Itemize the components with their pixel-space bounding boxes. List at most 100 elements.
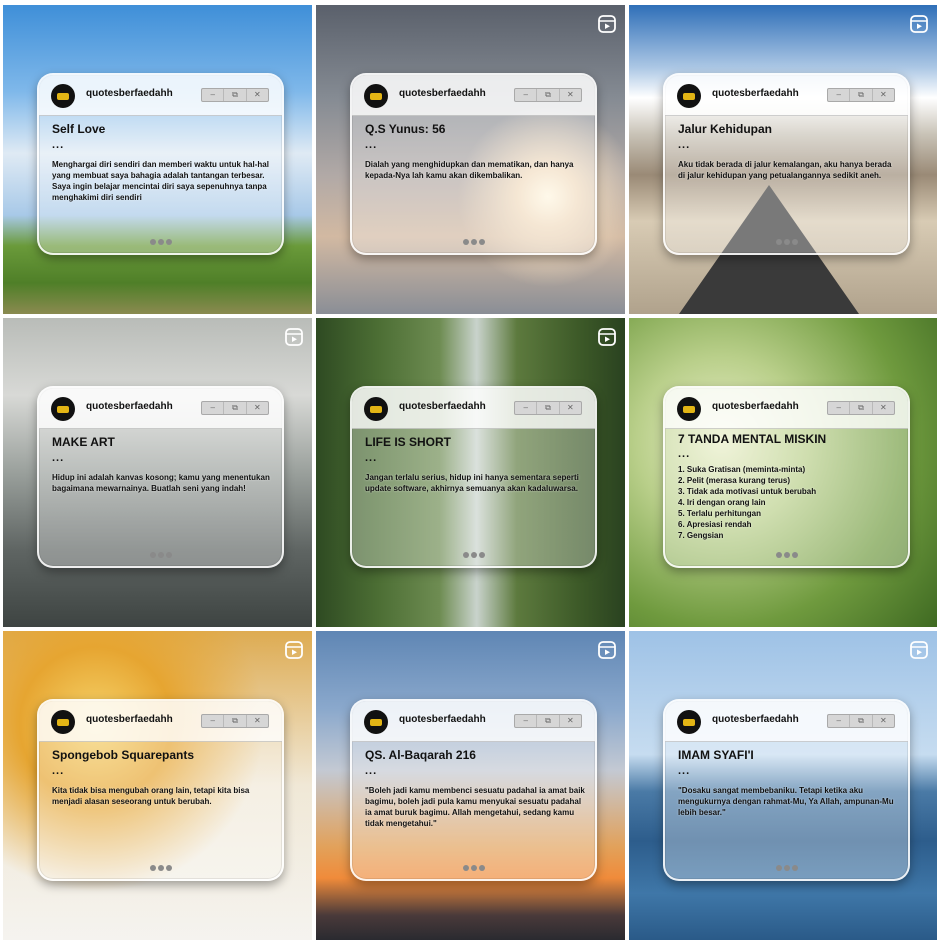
pagination-dots bbox=[665, 865, 908, 873]
restore-icon: ⧉ bbox=[537, 402, 560, 414]
window-controls: – ⧉ ✕ bbox=[514, 401, 582, 415]
quote-line: 7. Gengsian bbox=[678, 531, 724, 540]
post-tile[interactable]: quotesberfaedahh – ⧉ ✕ QS. Al-Baqarah 21… bbox=[316, 631, 625, 940]
username[interactable]: quotesberfaedahh bbox=[86, 714, 173, 725]
profile-avatar[interactable] bbox=[364, 397, 388, 421]
reel-icon bbox=[910, 15, 928, 33]
pagination-dots bbox=[352, 552, 595, 560]
pagination-dots bbox=[665, 552, 908, 560]
close-icon: ✕ bbox=[566, 90, 574, 99]
window-header: quotesberfaedahh – ⧉ ✕ bbox=[352, 75, 595, 116]
window-controls: – ⧉ ✕ bbox=[827, 401, 895, 415]
username[interactable]: quotesberfaedahh bbox=[86, 401, 173, 412]
quote-line: 6. Apresiasi rendah bbox=[678, 520, 752, 529]
quote-window: quotesberfaedahh – ⧉ ✕ LIFE IS SHORT ...… bbox=[350, 386, 597, 568]
post-tile[interactable]: quotesberfaedahh – ⧉ ✕ Spongebob Squarep… bbox=[3, 631, 312, 940]
ellipsis: ... bbox=[678, 448, 691, 460]
minimize-icon: – bbox=[515, 402, 538, 414]
quote-title: 7 TANDA MENTAL MISKIN bbox=[678, 432, 827, 446]
autumn-leaves-photo bbox=[3, 631, 312, 940]
restore-icon: ⧉ bbox=[224, 402, 247, 414]
minimize-icon: – bbox=[515, 715, 538, 727]
sunset-clouds-photo bbox=[316, 631, 625, 940]
ellipsis: ... bbox=[678, 139, 691, 151]
quote-window: quotesberfaedahh – ⧉ ✕ IMAM SYAFI'I ... … bbox=[663, 699, 910, 881]
profile-avatar[interactable] bbox=[677, 84, 701, 108]
post-tile[interactable]: quotesberfaedahh – ⧉ ✕ LIFE IS SHORT ...… bbox=[316, 318, 625, 627]
profile-avatar[interactable] bbox=[51, 710, 75, 734]
quote-line: Aku tidak berada di jalur kemalangan, ak… bbox=[678, 160, 892, 180]
username[interactable]: quotesberfaedahh bbox=[712, 714, 799, 725]
post-tile[interactable]: quotesberfaedahh – ⧉ ✕ Jalur Kehidupan .… bbox=[629, 5, 937, 314]
profile-avatar[interactable] bbox=[51, 397, 75, 421]
quote-text: Dialah yang menghidupkan dan mematikan, … bbox=[365, 159, 587, 181]
minimize-icon: – bbox=[515, 89, 538, 101]
window-header: quotesberfaedahh – ⧉ ✕ bbox=[665, 75, 908, 116]
window-header: quotesberfaedahh – ⧉ ✕ bbox=[352, 388, 595, 429]
post-tile[interactable]: quotesberfaedahh – ⧉ ✕ 7 TANDA MENTAL MI… bbox=[629, 318, 937, 627]
quote-text: Aku tidak berada di jalur kemalangan, ak… bbox=[678, 159, 900, 181]
username[interactable]: quotesberfaedahh bbox=[712, 88, 799, 99]
window-header: quotesberfaedahh – ⧉ ✕ bbox=[352, 701, 595, 742]
post-tile[interactable]: quotesberfaedahh – ⧉ ✕ IMAM SYAFI'I ... … bbox=[629, 631, 937, 940]
username[interactable]: quotesberfaedahh bbox=[399, 401, 486, 412]
post-tile[interactable]: quotesberfaedahh – ⧉ ✕ Self Love ... Men… bbox=[3, 5, 312, 314]
close-icon: ✕ bbox=[566, 716, 574, 725]
waterfall-photo bbox=[316, 318, 625, 627]
quote-window: quotesberfaedahh – ⧉ ✕ QS. Al-Baqarah 21… bbox=[350, 699, 597, 881]
quote-window: quotesberfaedahh – ⧉ ✕ 7 TANDA MENTAL MI… bbox=[663, 386, 910, 568]
ocean-waves-photo bbox=[629, 631, 937, 940]
minimize-icon: – bbox=[828, 715, 851, 727]
quote-line: Jangan terlalu serius, hidup ini hanya s… bbox=[365, 473, 579, 493]
minimize-icon: – bbox=[202, 402, 225, 414]
restore-icon: ⧉ bbox=[537, 715, 560, 727]
quote-window: quotesberfaedahh – ⧉ ✕ Jalur Kehidupan .… bbox=[663, 73, 910, 255]
profile-avatar[interactable] bbox=[51, 84, 75, 108]
quote-title: Self Love bbox=[52, 122, 106, 136]
close-icon: ✕ bbox=[879, 403, 887, 412]
username[interactable]: quotesberfaedahh bbox=[399, 88, 486, 99]
quote-text: Jangan terlalu serius, hidup ini hanya s… bbox=[365, 472, 587, 494]
quote-line: 3. Tidak ada motivasi untuk berubah bbox=[678, 487, 817, 496]
window-controls: – ⧉ ✕ bbox=[201, 714, 269, 728]
quote-title: QS. Al-Baqarah 216 bbox=[365, 748, 476, 762]
username[interactable]: quotesberfaedahh bbox=[399, 714, 486, 725]
profile-avatar[interactable] bbox=[364, 710, 388, 734]
username[interactable]: quotesberfaedahh bbox=[712, 401, 799, 412]
close-icon: ✕ bbox=[879, 90, 887, 99]
post-tile[interactable]: quotesberfaedahh – ⧉ ✕ Q.S Yunus: 56 ...… bbox=[316, 5, 625, 314]
reel-icon bbox=[285, 641, 303, 659]
post-tile[interactable]: quotesberfaedahh – ⧉ ✕ MAKE ART ... Hidu… bbox=[3, 318, 312, 627]
road-shape bbox=[679, 185, 859, 314]
ellipsis: ... bbox=[52, 452, 65, 464]
minimize-icon: – bbox=[828, 402, 851, 414]
pagination-dots bbox=[39, 865, 282, 873]
restore-icon: ⧉ bbox=[850, 715, 873, 727]
ellipsis: ... bbox=[52, 765, 65, 777]
username[interactable]: quotesberfaedahh bbox=[86, 88, 173, 99]
quote-line: Kita tidak bisa mengubah orang lain, tet… bbox=[52, 786, 250, 806]
window-controls: – ⧉ ✕ bbox=[514, 88, 582, 102]
profile-avatar[interactable] bbox=[677, 397, 701, 421]
window-controls: – ⧉ ✕ bbox=[827, 88, 895, 102]
close-icon: ✕ bbox=[253, 716, 261, 725]
quote-window: quotesberfaedahh – ⧉ ✕ Self Love ... Men… bbox=[37, 73, 284, 255]
quote-title: Jalur Kehidupan bbox=[678, 122, 773, 136]
reel-icon bbox=[285, 328, 303, 346]
close-icon: ✕ bbox=[566, 403, 574, 412]
pagination-dots bbox=[665, 239, 908, 247]
quote-line: Hidup ini adalah kanvas kosong; kamu yan… bbox=[52, 473, 270, 493]
window-header: quotesberfaedahh – ⧉ ✕ bbox=[665, 388, 908, 429]
reel-icon bbox=[598, 15, 616, 33]
quote-line: "Dosaku sangat membebaniku. Tetapi ketik… bbox=[678, 786, 894, 817]
minimize-icon: – bbox=[828, 89, 851, 101]
pagination-dots bbox=[39, 552, 282, 560]
restore-icon: ⧉ bbox=[850, 402, 873, 414]
ellipsis: ... bbox=[365, 452, 378, 464]
quote-line: "Boleh jadi kamu membenci sesuatu padaha… bbox=[365, 786, 585, 828]
close-icon: ✕ bbox=[253, 403, 261, 412]
window-controls: – ⧉ ✕ bbox=[201, 88, 269, 102]
window-controls: – ⧉ ✕ bbox=[514, 714, 582, 728]
profile-avatar[interactable] bbox=[364, 84, 388, 108]
profile-avatar[interactable] bbox=[677, 710, 701, 734]
